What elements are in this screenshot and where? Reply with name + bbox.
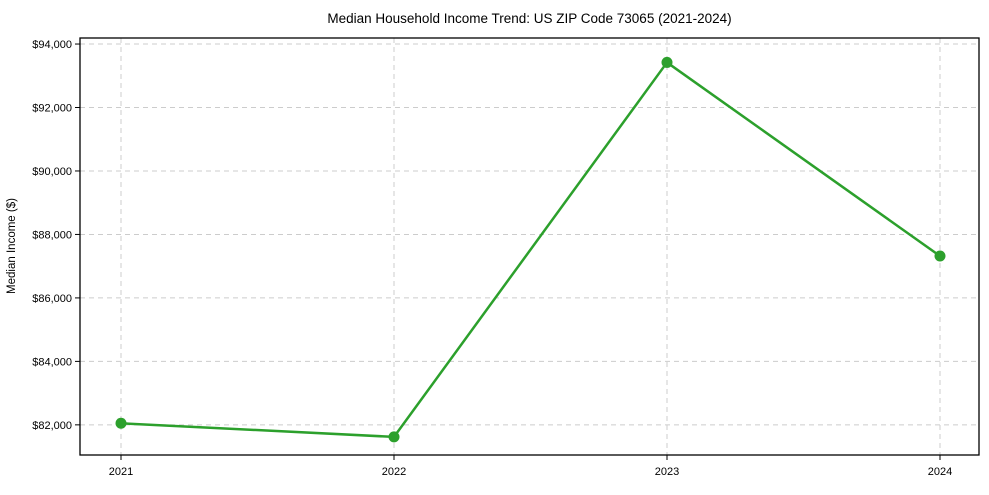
y-tick-label-94000: $94,000 bbox=[32, 39, 72, 51]
x-tick-label-2023: 2023 bbox=[655, 466, 679, 478]
plot-area: 2021 2022 2023 2024 $82,000 $84,000 $86,000 $88… bbox=[32, 37, 980, 478]
y-tick-label-86000: $86,000 bbox=[32, 293, 72, 305]
y-tick-label-84000: $84,000 bbox=[32, 356, 72, 368]
data-point-2021 bbox=[115, 417, 127, 429]
chart-title: Median Household Income Trend: US ZIP Co… bbox=[327, 11, 731, 26]
y-tick-label-88000: $88,000 bbox=[32, 229, 72, 241]
plot-border bbox=[79, 37, 980, 456]
x-tick-label-2024: 2024 bbox=[928, 466, 952, 478]
y-tick-label-90000: $90,000 bbox=[32, 166, 72, 178]
y-tick-label-92000: $92,000 bbox=[32, 103, 72, 115]
y-axis-label: Median Income ($) bbox=[6, 198, 18, 294]
data-point-2023 bbox=[661, 56, 673, 68]
income-trend-line bbox=[119, 61, 942, 439]
x-tick-label-2021: 2021 bbox=[109, 466, 133, 478]
data-point-2022 bbox=[388, 431, 400, 443]
x-tick-label-2022: 2022 bbox=[382, 466, 406, 478]
y-tick-label-82000: $82,000 bbox=[32, 420, 72, 432]
data-point-2024 bbox=[934, 250, 946, 262]
